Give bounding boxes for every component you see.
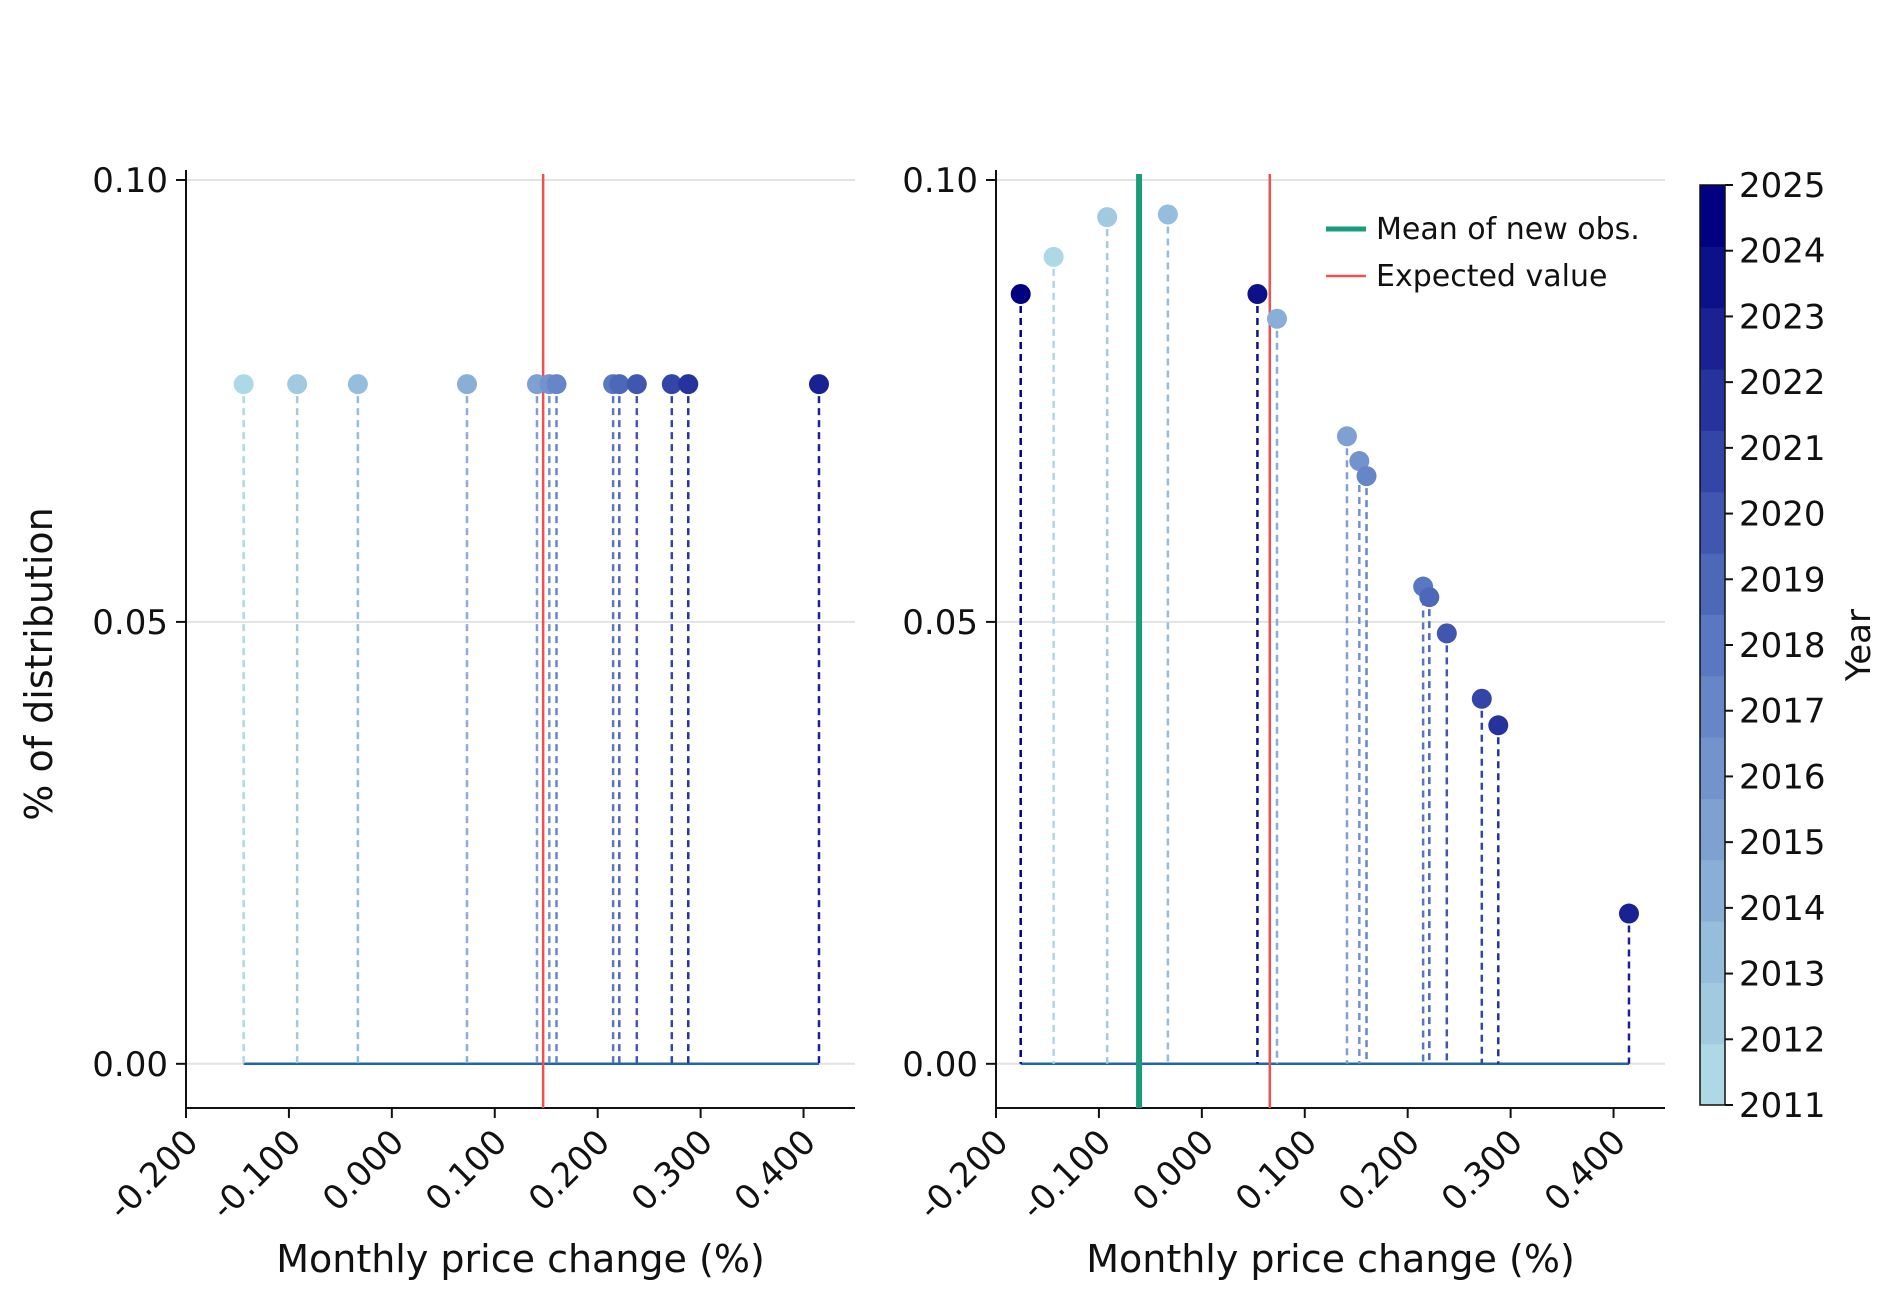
colorbar-tick-label: 2016: [1739, 757, 1826, 797]
x-tick-label: 0.300: [624, 1122, 721, 1219]
x-tick-label: 0.000: [1125, 1122, 1222, 1219]
data-point: [287, 374, 308, 395]
colorbar-tick-label: 2020: [1739, 495, 1826, 535]
y-axis-title: % of distribution: [17, 507, 61, 820]
y-tick-label: 0.10: [902, 161, 978, 201]
data-point: [456, 374, 477, 395]
colorbar-segment: [1700, 430, 1725, 493]
colorbar-tick-label: 2011: [1739, 1086, 1826, 1126]
colorbar-segment: [1700, 798, 1725, 861]
colorbar-segment: [1700, 982, 1725, 1045]
x-tick-label: 0.400: [727, 1122, 824, 1219]
data-point: [1436, 623, 1457, 644]
colorbar-tick-label: 2017: [1739, 692, 1826, 732]
x-tick-label: -0.200: [911, 1122, 1017, 1228]
colorbar-tick-label: 2012: [1739, 1020, 1826, 1060]
colorbar-tick-label: 2018: [1739, 626, 1826, 666]
colorbar-segment: [1700, 369, 1725, 431]
colorbar-tick-label: 2025: [1739, 166, 1826, 206]
colorbar-segment: [1700, 1043, 1725, 1106]
data-point: [609, 374, 630, 395]
data-point: [1043, 246, 1064, 267]
legend-label-expected: Expected value: [1376, 259, 1607, 294]
colorbar-title: Year: [1839, 609, 1879, 682]
colorbar-tick-label: 2024: [1739, 232, 1826, 272]
y-tick-label: 0.05: [902, 603, 978, 643]
colorbar-tick-label: 2014: [1739, 889, 1826, 929]
data-point: [546, 374, 567, 395]
colorbar-tick-label: 2021: [1739, 429, 1826, 469]
y-tick-label: 0.10: [92, 161, 168, 201]
colorbar-segment: [1700, 614, 1725, 677]
y-tick-label: 0.05: [92, 603, 168, 643]
colorbar-tick-label: 2022: [1739, 363, 1826, 403]
right-panel: 0.000.050.10-0.200-0.100 0.000 0.100 0.200 0…: [902, 161, 1665, 1281]
left-panel: 0.000.050.10-0.200-0.100 0.000 0.100 0.200 0…: [17, 161, 855, 1281]
x-tick-label: -0.200: [101, 1122, 207, 1228]
x-axis-title: Monthly price change (%): [276, 1237, 765, 1281]
x-tick-label: 0.200: [521, 1122, 618, 1219]
data-point: [1097, 207, 1118, 228]
x-tick-label: -0.100: [1013, 1122, 1119, 1228]
data-point: [1356, 466, 1377, 487]
data-point: [1266, 308, 1287, 329]
data-point: [626, 374, 647, 395]
legend-label-mean: Mean of new obs.: [1376, 212, 1640, 247]
x-tick-label: 0.100: [418, 1122, 515, 1219]
colorbar-segment: [1700, 246, 1725, 309]
x-tick-label: 0.100: [1228, 1122, 1325, 1219]
colorbar-tick-label: 2013: [1739, 955, 1826, 995]
colorbar-tick-label: 2023: [1739, 297, 1826, 337]
colorbar-segment: [1700, 553, 1725, 615]
data-point: [1488, 715, 1509, 736]
y-tick-label: 0.00: [92, 1045, 168, 1085]
data-point: [678, 374, 699, 395]
colorbar-segment: [1700, 921, 1725, 983]
x-tick-label: 0.300: [1434, 1122, 1531, 1219]
data-point: [347, 374, 368, 395]
x-tick-label: -0.100: [203, 1122, 309, 1228]
colorbar-tick-label: 2019: [1739, 560, 1826, 600]
data-point: [1349, 451, 1370, 472]
data-point: [1336, 426, 1357, 447]
x-tick-label: 0.200: [1331, 1122, 1428, 1219]
colorbar-segment: [1700, 185, 1725, 247]
data-point: [1010, 284, 1031, 305]
x-tick-label: 0.000: [315, 1122, 412, 1219]
x-tick-label: 0.400: [1537, 1122, 1634, 1219]
data-point: [808, 374, 829, 395]
data-point: [661, 374, 682, 395]
data-point: [233, 374, 254, 395]
x-axis-title: Monthly price change (%): [1086, 1237, 1575, 1281]
y-tick-label: 0.00: [902, 1045, 978, 1085]
colorbar-segment: [1700, 859, 1725, 922]
data-point: [1247, 284, 1268, 305]
year-colorbar: 2011 2012 2013 2014 2015 2016 2017 2018 2019 2020…: [1699, 166, 1879, 1126]
colorbar-segment: [1700, 737, 1725, 799]
data-point: [1471, 688, 1492, 709]
colorbar-segment: [1700, 307, 1725, 370]
colorbar-tick-label: 2015: [1739, 823, 1826, 863]
data-point: [1618, 903, 1639, 924]
colorbar-segment: [1700, 491, 1725, 554]
data-point: [1157, 204, 1178, 225]
colorbar-segment: [1700, 675, 1725, 738]
data-point: [1419, 587, 1440, 608]
